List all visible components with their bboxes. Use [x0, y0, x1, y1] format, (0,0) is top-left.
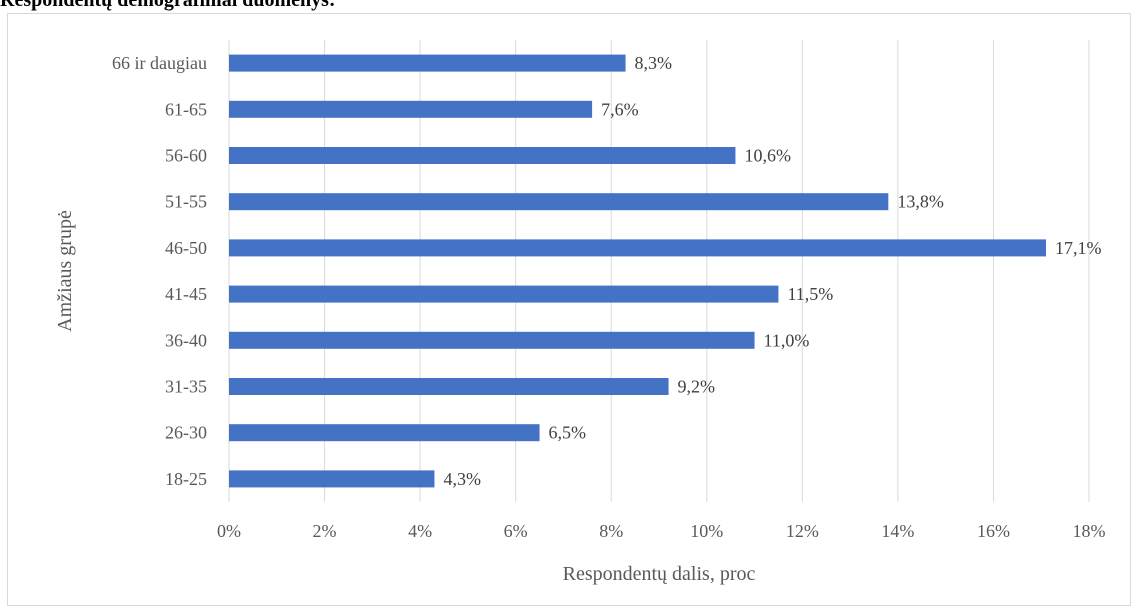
- x-tick-label: 0%: [217, 521, 241, 541]
- x-tick-label: 10%: [690, 521, 723, 541]
- y-tick-label: 51-55: [165, 192, 207, 212]
- bar: [229, 285, 779, 303]
- bar: [229, 54, 626, 72]
- data-label: 11,0%: [764, 330, 810, 350]
- x-tick-label: 6%: [504, 521, 528, 541]
- data-label: 7,6%: [601, 99, 639, 119]
- data-label: 17,1%: [1055, 238, 1102, 258]
- section-heading: Respondentų demografiniai duomenys:: [0, 0, 336, 11]
- x-tick-labels: 0% 2% 4% 6% 8% 10% 12% 14% 16% 18%: [217, 521, 1106, 541]
- x-tick-label: 12%: [786, 521, 819, 541]
- bar: [229, 470, 435, 488]
- bar: [229, 424, 540, 442]
- data-label: 10,6%: [744, 146, 791, 166]
- bar: [229, 193, 889, 211]
- data-label: 11,5%: [787, 284, 833, 304]
- data-label: 9,2%: [678, 377, 716, 397]
- y-tick-label: 41-45: [165, 284, 207, 304]
- bar: [229, 147, 736, 164]
- bars: [229, 54, 1046, 488]
- y-tick-label: 31-35: [165, 377, 207, 397]
- data-label: 4,3%: [443, 469, 481, 489]
- x-tick-label: 4%: [408, 521, 432, 541]
- x-axis-title: Respondentų dalis, proc: [563, 563, 756, 585]
- x-tick-label: 14%: [881, 521, 914, 541]
- data-label: 13,8%: [897, 192, 944, 212]
- data-label: 8,3%: [635, 53, 673, 73]
- bar: [229, 239, 1046, 257]
- data-labels: 4,3% 6,5% 9,2% 11,0% 11,5% 17,1% 13,8% 10,6% 7,6…: [443, 53, 1101, 489]
- y-tick-label: 36-40: [165, 330, 207, 350]
- y-axis-title: Amžiaus grupė: [54, 210, 76, 332]
- chart-frame: [7, 13, 1131, 606]
- x-tick-label: 8%: [599, 521, 623, 541]
- x-tick-label: 2%: [313, 521, 337, 541]
- y-tick-label: 56-60: [165, 146, 207, 166]
- x-tick-label: 18%: [1073, 521, 1106, 541]
- y-tick-label: 26-30: [165, 423, 207, 443]
- bar: [229, 331, 755, 349]
- y-tick-label: 18-25: [165, 469, 207, 489]
- x-tick-label: 16%: [977, 521, 1010, 541]
- bar: [229, 378, 669, 395]
- y-tick-labels: 18-25 26-30 31-35 36-40 41-45 46-50 51-55 56-60…: [112, 53, 207, 489]
- data-label: 6,5%: [549, 423, 587, 443]
- bar: [229, 100, 593, 118]
- y-tick-label: 61-65: [165, 99, 207, 119]
- y-tick-label: 46-50: [165, 238, 207, 258]
- y-tick-label: 66 ir daugiau: [112, 53, 207, 73]
